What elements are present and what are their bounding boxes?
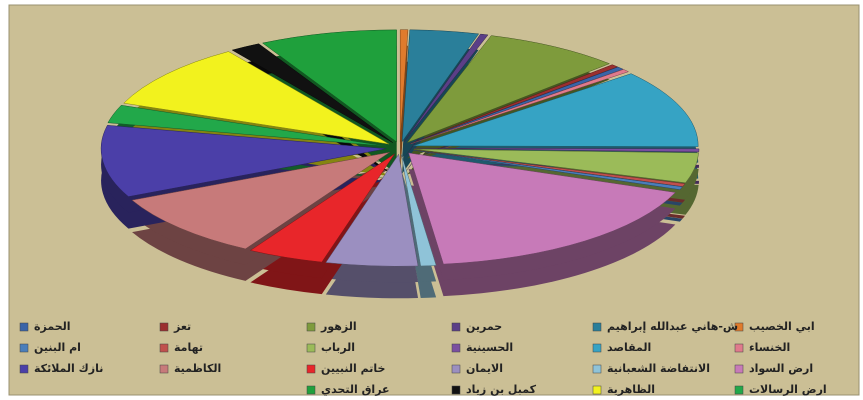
legend-label: ارض الرسالات — [749, 383, 827, 396]
legend-label: كمبل بن زياد — [466, 383, 537, 396]
legend-swatch — [592, 385, 602, 395]
legend-swatch — [451, 364, 461, 374]
legend-label: الخنساء — [749, 341, 790, 354]
legend-label: ابي الخصيب — [749, 320, 815, 333]
legend-label: ام البنين — [34, 341, 81, 354]
legend-swatch — [159, 322, 169, 332]
legend-label: الكاظمية — [174, 362, 221, 375]
slice — [261, 29, 397, 143]
legend-label: الزهور — [320, 320, 357, 333]
slice — [406, 35, 611, 144]
legend-label: المقاصد — [607, 341, 651, 354]
legend-swatch — [451, 343, 461, 353]
legend-swatch — [451, 322, 461, 332]
legend-swatch — [306, 343, 316, 353]
legend-swatch — [306, 364, 316, 374]
legend-swatch — [19, 343, 29, 353]
slice — [410, 69, 630, 145]
legend-label: ش-هاني عبدالله إبراهيم — [607, 320, 738, 333]
legend-label: الحمزة — [34, 320, 71, 333]
legend-swatch — [159, 364, 169, 374]
legend-swatch — [734, 385, 744, 395]
slice — [231, 43, 393, 143]
slice — [399, 29, 409, 142]
legend-swatch — [592, 343, 602, 353]
legend-label: الرباب — [321, 341, 355, 354]
slice — [107, 104, 387, 147]
slice — [131, 152, 390, 250]
legend-label: خاتم النبيين — [321, 362, 385, 375]
legend-label: تعز — [173, 320, 191, 333]
slice — [401, 29, 480, 143]
legend-swatch — [19, 364, 29, 374]
legend-swatch — [159, 343, 169, 353]
legend-label: عراق التحدي — [321, 383, 390, 396]
legend-swatch — [451, 385, 461, 395]
legend-label: حمرين — [466, 320, 502, 333]
legend-label: ارض السواد — [749, 362, 813, 375]
slice — [413, 149, 683, 190]
legend-label: الايمان — [466, 362, 503, 375]
slice — [413, 147, 700, 153]
legend-label: الحسينية — [466, 341, 513, 354]
legend-swatch — [592, 322, 602, 332]
slice — [403, 33, 489, 143]
legend-label: تهامة — [174, 341, 203, 354]
slice — [100, 125, 387, 197]
legend-swatch — [19, 322, 29, 332]
legend-swatch — [734, 364, 744, 374]
slice — [401, 154, 437, 267]
legend-label: الظاهرية — [607, 383, 655, 396]
legend-swatch — [734, 343, 744, 353]
slice — [413, 73, 699, 147]
slice — [123, 51, 390, 145]
legend-label: الانتفاضة الشعبانية — [607, 362, 710, 375]
legend-swatch — [306, 322, 316, 332]
slice — [325, 153, 419, 267]
legend-label: نازك الملائكة — [34, 362, 103, 375]
legend-swatch — [592, 364, 602, 374]
slice — [249, 153, 395, 263]
legend-swatch — [306, 385, 316, 395]
slice — [408, 152, 676, 265]
slice — [413, 148, 699, 184]
legend-swatch — [734, 322, 744, 332]
